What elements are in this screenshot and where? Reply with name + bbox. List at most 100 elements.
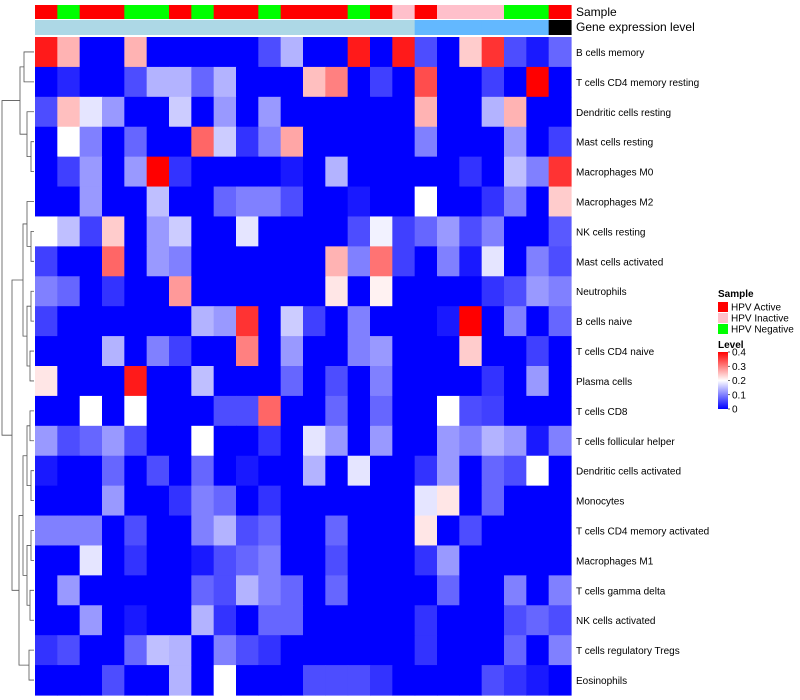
heatmap-cell [459,276,483,307]
heatmap-cell [191,455,215,487]
expression-annotation-cell [392,20,416,35]
sample-annotation-cell [437,5,460,19]
heatmap-cell [57,126,81,158]
heatmap-cell [146,306,170,337]
heatmap-cell [548,186,572,218]
expression-annotation-cell [169,20,192,35]
heatmap-cell [258,395,282,427]
heatmap-cell [303,186,326,218]
heatmap-cell [57,665,81,696]
heatmap-cell [347,366,371,397]
heatmap-cell [191,515,215,547]
heatmap-cell [169,246,192,277]
heatmap-cell [102,485,125,517]
heatmap-cell [548,485,572,517]
heatmap-cell [146,515,170,547]
heatmap-cell [79,156,103,188]
heatmap-cell [526,665,550,696]
heatmap-cell [414,575,438,606]
heatmap-cell [79,485,103,517]
heatmap-cell [459,545,483,576]
heatmap-cell [280,545,304,576]
heatmap-cell [258,306,282,337]
sample-annotation-track [35,5,572,19]
heatmap-cell [370,575,393,606]
heatmap-cell [79,455,103,487]
heatmap-cell [459,306,483,337]
heatmap-cell [191,246,215,277]
heatmap-cell [57,336,81,367]
heatmap-cell [414,246,438,277]
heatmap-cell [325,635,349,666]
heatmap-cell [213,66,237,98]
heatmap-cell [437,485,460,517]
heatmap-cell [303,455,326,487]
heatmap-cell [124,306,148,337]
heatmap-cell [459,186,483,218]
heatmap-cell [57,156,81,188]
heatmap-cell [124,485,148,517]
heatmap-cell [258,336,282,367]
legend-swatch [718,302,728,312]
heatmap-cell [35,126,58,158]
heatmap-cell [303,156,326,188]
heatmap-cell [191,66,215,98]
heatmap-cell [124,635,148,666]
heatmap-cell [102,306,125,337]
heatmap-cell [102,37,125,68]
heatmap-cell [303,635,326,666]
dendrogram-branch [11,279,23,591]
heatmap-cell [504,605,527,636]
heatmap-cell [57,455,81,487]
heatmap-cell [548,246,572,277]
heatmap-cell [392,575,416,606]
heatmap-cell [169,336,192,367]
dendrogram-branch [30,470,34,501]
heatmap-cell [191,665,215,696]
heatmap-cell [57,246,81,277]
sample-annotation-cell [347,5,371,19]
heatmap-cell [280,665,304,696]
heatmap-cell [481,515,505,547]
legend-level-title: Level [718,340,744,351]
dendrogram-branch [29,350,34,382]
dendrogram-branch [23,51,34,83]
heatmap-cell [347,336,371,367]
expression-annotation-track [35,20,572,35]
heatmap-cell [526,545,550,576]
sample-annotation-cell [236,5,259,19]
heatmap-cell [414,665,438,696]
heatmap-cell [504,395,527,427]
heatmap-cell [191,156,215,188]
sample-annotation-cell [481,5,505,19]
heatmap-cell [213,246,237,277]
heatmap-cell [437,126,460,158]
heatmap-cell [548,515,572,547]
heatmap-cell [370,665,393,696]
heatmap-cell [392,216,416,247]
heatmap-cell [325,156,349,188]
heatmap-cell [280,635,304,666]
heatmap-cell [347,395,371,427]
heatmap-cell [35,186,58,218]
heatmap-cell [258,575,282,606]
heatmap-cell [35,246,58,277]
expression-annotation-cell [102,20,125,35]
heatmap-cell [437,306,460,337]
heatmap-cell [392,665,416,696]
heatmap-cell [258,515,282,547]
heatmap-cell [169,665,192,696]
sample-annotation-cell [79,5,103,19]
heatmap-cell [437,425,460,457]
heatmap-cell [35,665,58,696]
heatmap-cell [325,515,349,547]
dendrogram-branch [29,410,34,442]
heatmap-cell [459,37,483,68]
heatmap-cell [169,306,192,337]
row-label: Macrophages M0 [576,168,654,179]
legend-label: HPV Negative [731,325,794,336]
heatmap-cell [347,425,371,457]
heatmap-cell [370,366,393,397]
heatmap-cell [213,485,237,517]
heatmap-cell [146,485,170,517]
